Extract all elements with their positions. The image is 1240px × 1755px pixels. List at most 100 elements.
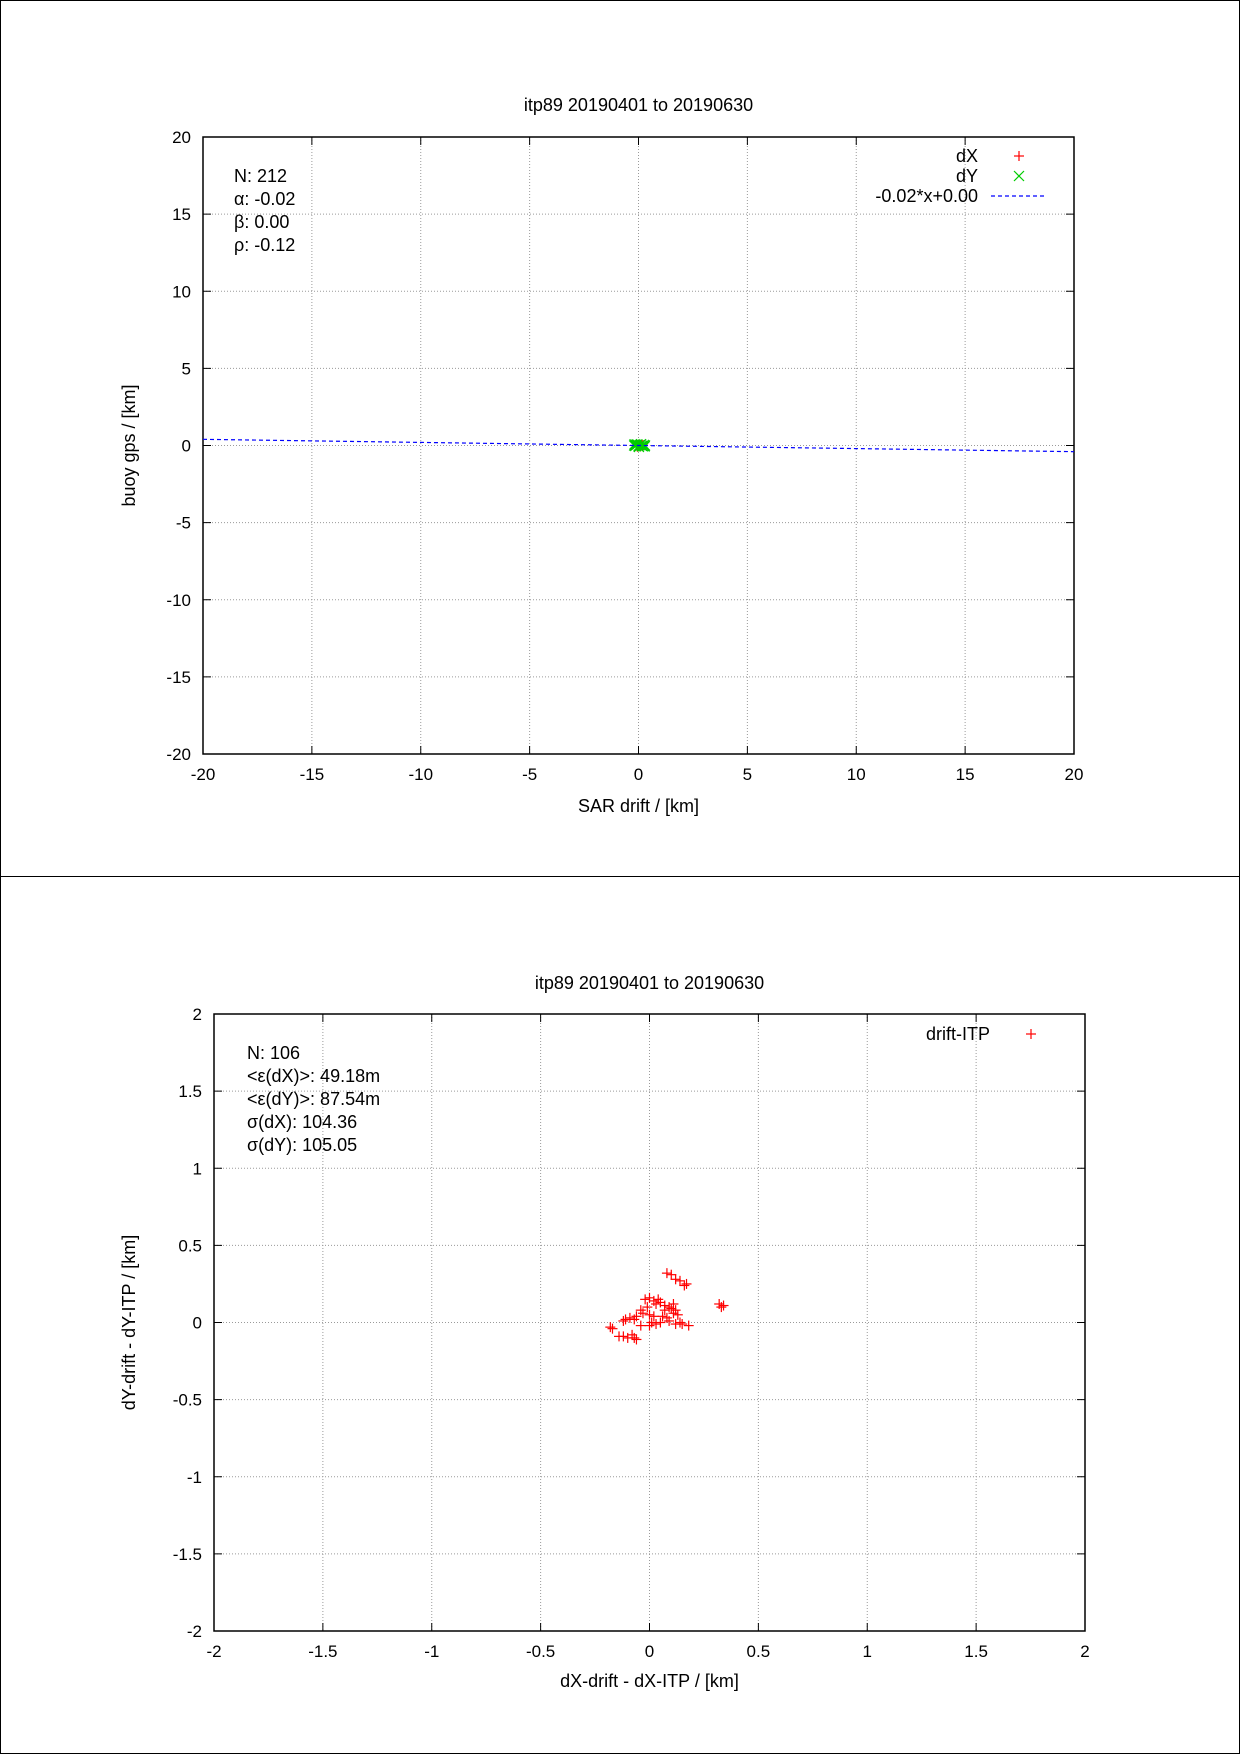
stats-line: N: 106 xyxy=(247,1043,300,1063)
x-tick-label: -15 xyxy=(300,765,325,784)
stats-line: <ε(dY)>: 87.54m xyxy=(247,1089,380,1109)
marker-stroke-b xyxy=(629,438,641,450)
data-point xyxy=(624,1312,635,1323)
y-tick-label: 5 xyxy=(182,359,191,378)
data-point xyxy=(670,1274,681,1285)
data-point xyxy=(718,1300,729,1311)
data-point xyxy=(659,1305,670,1316)
marker-stroke-b xyxy=(1013,170,1025,182)
data-point xyxy=(1026,1029,1036,1039)
legend-label: dX xyxy=(956,146,978,166)
y-tick-label: -2 xyxy=(187,1622,202,1641)
x-tick-label: 15 xyxy=(956,765,975,784)
x-tick-label: 20 xyxy=(1065,765,1084,784)
chart-svg-bottom: -2 -1.5 -1 -0.5 0 0.5 1 1.5 2 -2 -1.5 -1 -0.5 0 0.5 1 1.… xyxy=(119,973,1090,1691)
data-point xyxy=(644,1309,655,1320)
x-axis-label: dX-drift - dX-ITP / [km] xyxy=(560,1671,739,1691)
y-tick-label: 2 xyxy=(193,1005,202,1024)
data-point xyxy=(639,441,651,452)
data-point xyxy=(651,1319,662,1330)
data-point xyxy=(627,1329,638,1340)
x-tick-label: -1 xyxy=(424,1642,439,1661)
y-tick-label: 1 xyxy=(193,1159,202,1178)
x-tick-label: 1 xyxy=(863,1642,872,1661)
data-point xyxy=(674,1317,685,1328)
data-point xyxy=(672,1309,683,1320)
data-point xyxy=(605,1322,616,1333)
data-point xyxy=(618,1315,629,1326)
y-tick-label: -20 xyxy=(166,745,191,764)
x-tick-label: -20 xyxy=(191,765,216,784)
y-tick-label: -0.5 xyxy=(173,1391,202,1410)
fit-line xyxy=(202,438,1075,453)
data-point xyxy=(607,1323,618,1334)
axis-ticks: -20 -15 -10 -5 0 5 10 15 20 -20 -15 -10 -5 0 5 10 15 20 xyxy=(166,128,1083,784)
y-tick-label: 0 xyxy=(193,1314,202,1333)
grid xyxy=(214,1014,1085,1631)
stats-line: σ(dX): 104.36 xyxy=(247,1112,357,1132)
data-point xyxy=(642,1302,653,1313)
stats-line: <ε(dX)>: 49.18m xyxy=(247,1066,380,1086)
y-tick-label: 20 xyxy=(172,128,191,147)
data-point xyxy=(664,1315,675,1326)
stats-line: N: 212 xyxy=(234,166,287,186)
stats-line: σ(dY): 105.05 xyxy=(247,1135,357,1155)
data-point xyxy=(620,1314,631,1325)
y-tick-label: -1.5 xyxy=(173,1545,202,1564)
data-point xyxy=(651,1298,662,1309)
data-point xyxy=(629,438,641,450)
x-tick-label: -5 xyxy=(522,765,537,784)
x-tick-label: -2 xyxy=(206,1642,221,1661)
y-tick-label: 0.5 xyxy=(178,1236,202,1255)
data-point xyxy=(670,1319,681,1330)
x-tick-label: 10 xyxy=(847,765,866,784)
chart-panel-top: -20 -15 -10 -5 0 5 10 15 20 -20 -15 -10 -5 0 5 10 15 20 it… xyxy=(0,0,1240,877)
chart-title: itp89 20190401 to 20190630 xyxy=(524,95,753,115)
y-tick-label: 0 xyxy=(182,437,191,456)
data-point xyxy=(668,1298,679,1309)
chart-svg-top: -20 -15 -10 -5 0 5 10 15 20 -20 -15 -10 -5 0 5 10 15 20 it… xyxy=(119,95,1083,816)
x-tick-label: 2 xyxy=(1080,1642,1089,1661)
data-point xyxy=(637,1308,648,1319)
chart-panel-bottom: -2 -1.5 -1 -0.5 0 0.5 1 1.5 2 -2 -1.5 -1 -0.5 0 0.5 1 1.… xyxy=(0,876,1240,1754)
x-tick-label: 0.5 xyxy=(747,1642,771,1661)
x-tick-label: -10 xyxy=(408,765,433,784)
data-point xyxy=(631,1334,642,1345)
data-point xyxy=(661,1268,672,1279)
axis-ticks: -2 -1.5 -1 -0.5 0 0.5 1 1.5 2 -2 -1.5 -1 -0.5 0 0.5 1 1.… xyxy=(173,1005,1090,1661)
data-point xyxy=(683,1320,694,1331)
data-point xyxy=(1013,170,1025,182)
data-point xyxy=(679,1280,690,1291)
y-tick-label: -5 xyxy=(176,514,191,533)
data-point xyxy=(644,1320,655,1331)
data-point xyxy=(1014,151,1024,161)
x-tick-label: 1.5 xyxy=(964,1642,988,1661)
data-point xyxy=(636,440,648,452)
y-axis-label: buoy gps / [km] xyxy=(119,384,139,506)
stats-line: β: 0.00 xyxy=(234,212,289,232)
x-tick-label: -1.5 xyxy=(308,1642,337,1661)
marker-stroke-b xyxy=(639,441,651,452)
x-tick-label: 0 xyxy=(645,1642,654,1661)
legend-label: -0.02*x+0.00 xyxy=(875,186,978,206)
y-tick-label: 1.5 xyxy=(178,1082,202,1101)
data-point xyxy=(666,1269,677,1280)
x-tick-label: 5 xyxy=(743,765,752,784)
plot-frame xyxy=(213,1013,1086,1632)
data-point xyxy=(640,1294,651,1305)
data-point xyxy=(631,438,643,450)
y-tick-label: -10 xyxy=(166,591,191,610)
data-point xyxy=(657,1311,668,1322)
data-series-group xyxy=(605,1268,729,1345)
chart-title: itp89 20190401 to 20190630 xyxy=(535,973,764,993)
stats-line: α: -0.02 xyxy=(234,189,295,209)
data-point xyxy=(648,1311,659,1322)
x-tick-label: -0.5 xyxy=(526,1642,555,1661)
data-point xyxy=(668,1308,679,1319)
x-axis-label: SAR drift / [km] xyxy=(578,796,699,816)
y-tick-label: -15 xyxy=(166,668,191,687)
marker-stroke-b xyxy=(631,438,643,450)
y-tick-label: 10 xyxy=(172,282,191,301)
y-tick-label: -1 xyxy=(187,1468,202,1487)
